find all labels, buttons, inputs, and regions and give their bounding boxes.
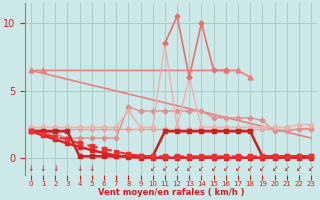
Text: ↙: ↙ [271, 164, 278, 173]
Text: ↙: ↙ [211, 164, 217, 173]
Text: ↙: ↙ [149, 164, 156, 173]
Text: ↙: ↙ [162, 164, 168, 173]
Text: ↓: ↓ [28, 164, 34, 173]
Text: ↙: ↙ [235, 164, 241, 173]
Text: ↙: ↙ [308, 164, 314, 173]
Text: ↙: ↙ [186, 164, 192, 173]
Text: ↓: ↓ [76, 164, 83, 173]
Text: ↙: ↙ [247, 164, 253, 173]
Text: ↙: ↙ [284, 164, 290, 173]
Text: ↓: ↓ [40, 164, 46, 173]
Text: ↙: ↙ [296, 164, 302, 173]
X-axis label: Vent moyen/en rafales ( km/h ): Vent moyen/en rafales ( km/h ) [98, 188, 244, 197]
Text: ↙: ↙ [174, 164, 180, 173]
Text: ↓: ↓ [89, 164, 95, 173]
Text: ↙: ↙ [259, 164, 266, 173]
Text: ↓: ↓ [52, 164, 59, 173]
Text: ↙: ↙ [198, 164, 204, 173]
Text: ↙: ↙ [223, 164, 229, 173]
